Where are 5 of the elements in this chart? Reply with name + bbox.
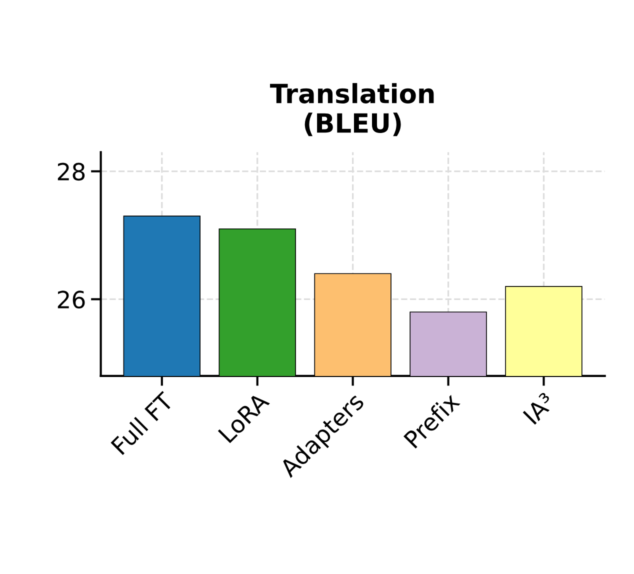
y-tick-label: 26: [58, 290, 85, 309]
y-tick-label: 28: [58, 162, 85, 181]
x-tick-label: IA³: [522, 392, 556, 425]
chart-title: Translation (BLEU): [270, 83, 434, 136]
x-tick-label: Full FT: [110, 390, 175, 456]
